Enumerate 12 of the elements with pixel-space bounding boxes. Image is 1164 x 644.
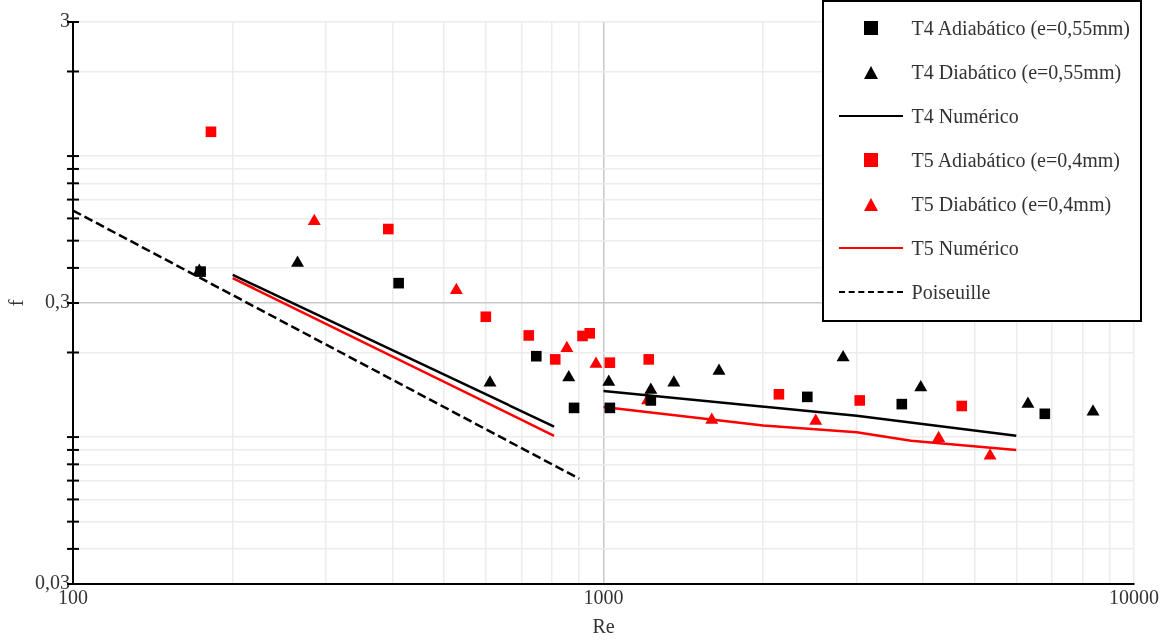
legend-label: T4 Numérico — [911, 104, 1019, 128]
legend-label: T5 Diabático (e=0,4mm) — [911, 192, 1112, 216]
x-tick-label: 1000 — [583, 586, 624, 609]
legend-label: Poiseuille — [911, 280, 991, 304]
legend-label: T4 Diabático (e=0,55mm) — [911, 60, 1122, 84]
x-tick-label: 10000 — [1109, 586, 1159, 609]
legend-label: T4 Adiabático (e=0,55mm) — [911, 16, 1130, 40]
y-axis-title: f — [5, 299, 28, 307]
y-tick-label: 0,3 — [45, 290, 70, 313]
x-axis-title: Re — [592, 615, 615, 638]
legend-label: T5 Numérico — [911, 236, 1019, 260]
legend-label: T5 Adiabático (e=0,4mm) — [911, 148, 1120, 172]
